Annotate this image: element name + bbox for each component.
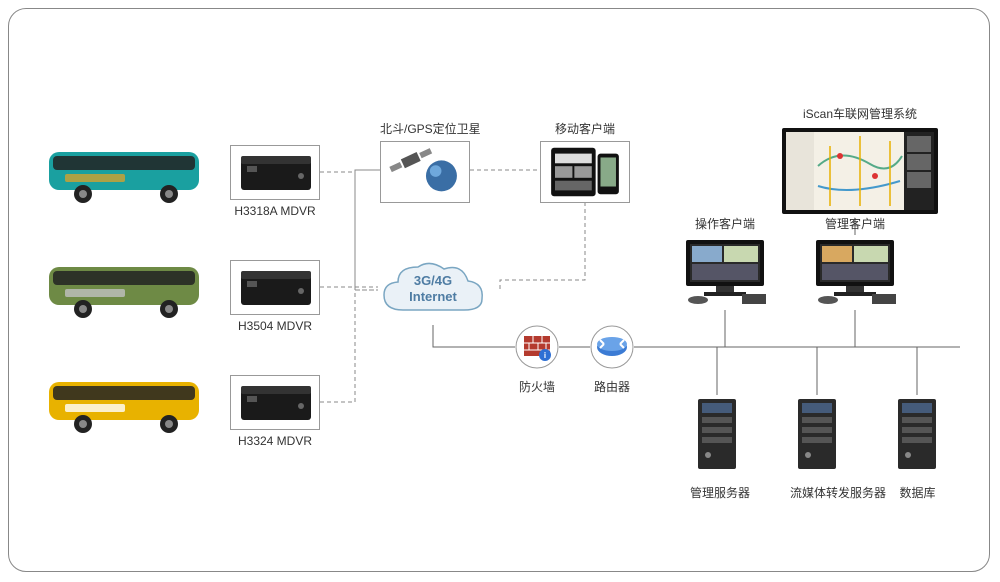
server-srv1: 管理服务器 — [690, 395, 745, 501]
mobile-client-label: 移动客户端 — [540, 120, 630, 137]
router-label: 路由器 — [590, 378, 634, 395]
svg-text:i: i — [544, 351, 546, 360]
satellite-label: 北斗/GPS定位卫星 — [380, 120, 470, 137]
svg-text:Internet: Internet — [409, 289, 457, 304]
mdvr-mdvr3: H3324 MDVR — [230, 375, 320, 448]
mdvr-label: H3504 MDVR — [230, 319, 320, 333]
server-label: 流媒体转发服务器 — [790, 484, 845, 501]
bus-bus2 — [45, 255, 205, 323]
firewall-icon: i — [515, 325, 559, 369]
operation-client-node: 操作客户端 — [680, 215, 770, 311]
iscan-label: iScan车联网管理系统 — [780, 105, 940, 122]
svg-text:3G/4G: 3G/4G — [414, 273, 452, 288]
operation-client-box — [680, 236, 770, 311]
mobile-client-node: 移动客户端 — [540, 120, 630, 203]
mdvr-label: H3324 MDVR — [230, 434, 320, 448]
operation-client-label: 操作客户端 — [680, 215, 770, 232]
cloud-icon: 3G/4G Internet — [378, 255, 488, 325]
router-icon — [590, 325, 634, 369]
router-node: 路由器 — [590, 325, 634, 395]
satellite-box — [380, 141, 470, 203]
server-label: 数据库 — [890, 484, 945, 501]
firewall-node: i 防火墙 — [515, 325, 559, 395]
bus-bus1 — [45, 140, 205, 208]
mobile-client-box — [540, 141, 630, 203]
iscan-box — [780, 126, 940, 221]
mdvr-label: H3318A MDVR — [230, 204, 320, 218]
cloud-node: 3G/4G Internet — [378, 255, 488, 325]
mdvr-mdvr2: H3504 MDVR — [230, 260, 320, 333]
admin-client-node: 管理客户端 — [810, 215, 900, 311]
iscan-node: iScan车联网管理系统 — [780, 105, 940, 221]
server-srv3: 数据库 — [890, 395, 945, 501]
server-srv2: 流媒体转发服务器 — [790, 395, 845, 501]
admin-client-box — [810, 236, 900, 311]
firewall-label: 防火墙 — [515, 378, 559, 395]
mdvr-mdvr1: H3318A MDVR — [230, 145, 320, 218]
bus-bus3 — [45, 370, 205, 438]
server-label: 管理服务器 — [690, 484, 745, 501]
satellite-node: 北斗/GPS定位卫星 — [380, 120, 470, 203]
